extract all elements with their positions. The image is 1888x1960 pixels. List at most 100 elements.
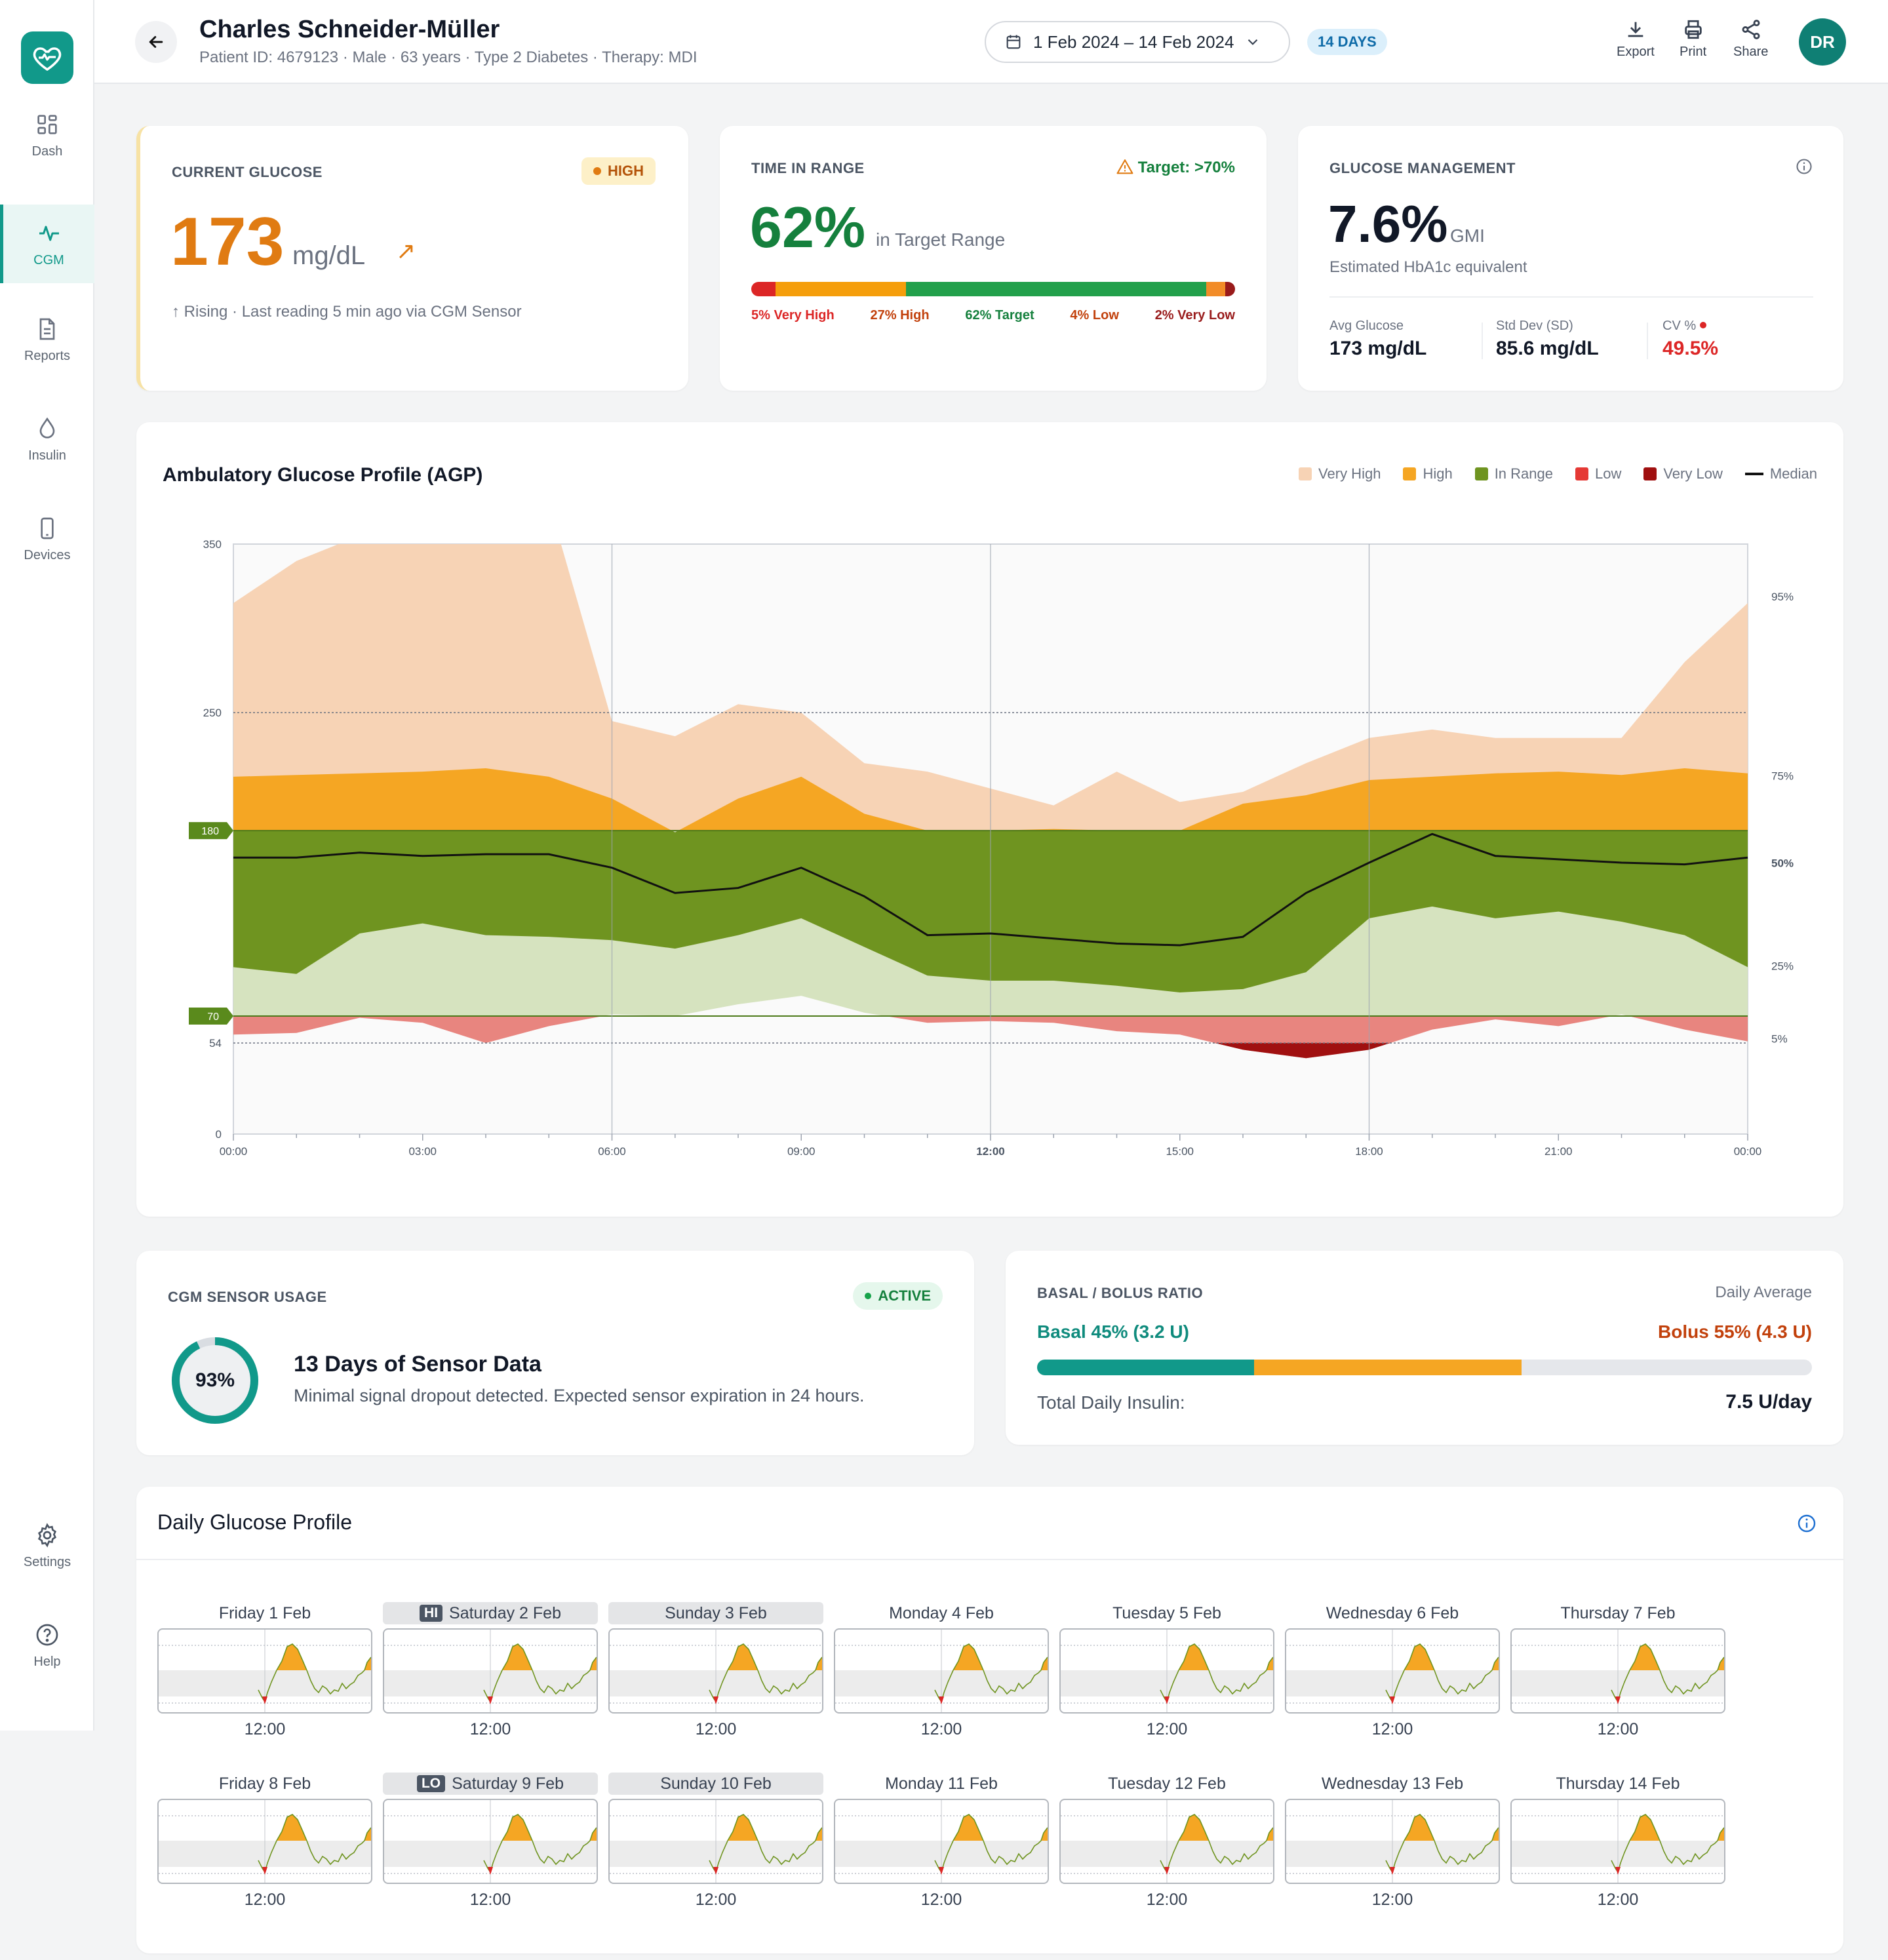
back-button[interactable] xyxy=(135,21,177,63)
std-dev-stat: Std Dev (SD) 85.6 mg/dL xyxy=(1496,319,1599,360)
info-icon[interactable] xyxy=(1795,157,1813,176)
high-peak xyxy=(277,1644,307,1670)
agp-legend-item: Median xyxy=(1744,465,1817,482)
day-time-label: 12:00 xyxy=(1597,1891,1639,1909)
day-time-label: 12:00 xyxy=(695,1720,737,1738)
day-time-label: 12:00 xyxy=(244,1891,286,1909)
legend-label: High xyxy=(1423,465,1453,482)
day-tile[interactable]: Monday 4 Feb 12:00 xyxy=(834,1602,1049,1739)
day-label: Sunday 10 Feb xyxy=(608,1773,823,1795)
sensor-label: CGM SENSOR USAGE xyxy=(168,1289,327,1305)
divider xyxy=(1647,323,1648,359)
day-sparkline xyxy=(610,1800,822,1883)
print-button[interactable]: Print xyxy=(1680,18,1706,60)
day-tile[interactable]: Sunday 3 Feb 12:00 xyxy=(608,1602,823,1739)
sensor-usage-ring xyxy=(172,1337,258,1424)
day-tile[interactable]: Monday 11 Feb 12:00 xyxy=(834,1773,1049,1910)
tir-sub: in Target Range xyxy=(876,229,1006,250)
glucose-trace xyxy=(934,1643,1048,1703)
app-logo[interactable] xyxy=(21,31,73,84)
info-icon[interactable] xyxy=(1796,1513,1817,1534)
help-icon xyxy=(36,1624,58,1645)
median-line xyxy=(233,833,1748,947)
legend-label: In Range xyxy=(1494,465,1553,482)
day-label: Wednesday 13 Feb xyxy=(1285,1773,1500,1795)
day-tag-badge: HI xyxy=(420,1605,443,1622)
share-icon xyxy=(1742,20,1760,39)
day-tile[interactable]: Tuesday 12 Feb 12:00 xyxy=(1059,1773,1274,1910)
low-dip xyxy=(1615,1867,1621,1875)
nav-cgm[interactable]: CGM xyxy=(0,205,94,283)
day-mini-chart xyxy=(1510,1628,1725,1714)
warning-icon xyxy=(1116,159,1133,174)
day-sparkline xyxy=(384,1630,597,1712)
percentile-label: 25% xyxy=(1771,960,1794,972)
day-tile[interactable]: Thursday 14 Feb 12:00 xyxy=(1510,1773,1725,1910)
day-tile[interactable]: Sunday 10 Feb 12:00 xyxy=(608,1773,823,1910)
day-label-text: Sunday 10 Feb xyxy=(660,1774,772,1793)
day-tile[interactable]: HI Saturday 2 Feb 12:00 xyxy=(383,1602,598,1739)
very-low-band xyxy=(485,1043,1390,1059)
day-tile[interactable]: Thursday 7 Feb 12:00 xyxy=(1510,1602,1725,1739)
tir-segment-low xyxy=(1206,282,1226,296)
gmi-label: GLUCOSE MANAGEMENT xyxy=(1329,160,1516,176)
nav-reports[interactable]: Reports xyxy=(0,300,94,379)
day-label-text: Monday 4 Feb xyxy=(889,1603,994,1622)
daily-profile-card: Daily Glucose Profile Friday 1 Feb 12:00 H… xyxy=(136,1487,1843,1953)
low-dip xyxy=(1390,1696,1395,1704)
day-sparkline xyxy=(1512,1630,1724,1712)
day-sparkline xyxy=(1286,1630,1499,1712)
day-time-label: 12:00 xyxy=(920,1891,962,1909)
day-tile[interactable]: Friday 1 Feb 12:00 xyxy=(157,1602,372,1739)
glucose-trace xyxy=(709,1643,822,1703)
tir-value: 62% xyxy=(750,195,866,260)
day-label: Monday 4 Feb xyxy=(834,1602,1049,1624)
user-avatar[interactable]: DR xyxy=(1799,18,1846,66)
x-tick-label: 21:00 xyxy=(1544,1145,1573,1158)
heart-pulse-icon xyxy=(33,47,62,71)
day-time-label: 12:00 xyxy=(920,1720,962,1738)
legend-label: Median xyxy=(1769,465,1817,482)
high-peak xyxy=(728,1814,758,1841)
high-peak xyxy=(277,1814,307,1841)
bolus-value: Bolus 55% (4.3 U) xyxy=(1658,1322,1812,1342)
date-range-picker[interactable]: 1 Feb 2024 – 14 Feb 2024 xyxy=(985,21,1290,63)
day-tile[interactable]: Friday 8 Feb 12:00 xyxy=(157,1773,372,1910)
day-sparkline xyxy=(159,1800,371,1883)
day-tile[interactable]: LO Saturday 9 Feb 12:00 xyxy=(383,1773,598,1910)
printer-icon xyxy=(1684,20,1702,39)
nav-devices[interactable]: Devices xyxy=(0,500,94,578)
nav-dash[interactable]: Dash xyxy=(0,96,94,174)
target-flag xyxy=(189,822,233,840)
share-button[interactable]: Share xyxy=(1733,18,1768,60)
low-dip xyxy=(713,1696,718,1704)
sidebar: Dash CGM Reports Insulin Devices Setting… xyxy=(0,0,94,1731)
basal-period: Daily Average xyxy=(1715,1284,1812,1301)
tir-legend: 5% Very High 27% High 62% Target 4% Low 2% V… xyxy=(751,308,1235,323)
sensor-status-badge: ACTIVE xyxy=(853,1282,943,1310)
glucose-trace xyxy=(258,1643,371,1703)
nav-dash-label: Dash xyxy=(31,144,63,159)
day-tile[interactable]: Tuesday 5 Feb 12:00 xyxy=(1059,1602,1274,1739)
agp-legend-item: Very Low xyxy=(1643,465,1723,482)
day-tile[interactable]: Wednesday 13 Feb 12:00 xyxy=(1285,1773,1500,1910)
day-label-text: Sunday 3 Feb xyxy=(665,1603,767,1622)
glucose-management-card: GLUCOSE MANAGEMENT 7.6% GMI Estimated Hb… xyxy=(1298,126,1843,391)
time-in-range-card: TIME IN RANGE Target: >70% 62% in Target… xyxy=(720,126,1267,391)
agp-legend-item: Very High xyxy=(1299,465,1381,482)
low-dip xyxy=(1390,1867,1395,1875)
y-tick-label: 70 xyxy=(207,1011,219,1023)
day-tile[interactable]: Wednesday 6 Feb 12:00 xyxy=(1285,1602,1500,1739)
nav-help[interactable]: Help xyxy=(0,1606,94,1685)
day-label: HI Saturday 2 Feb xyxy=(383,1602,598,1624)
day-time-label: 12:00 xyxy=(1146,1891,1188,1909)
nav-insulin-label: Insulin xyxy=(28,448,66,463)
nav-insulin[interactable]: Insulin xyxy=(0,400,94,479)
export-button[interactable]: Export xyxy=(1617,18,1655,60)
day-mini-chart xyxy=(834,1628,1049,1714)
gmi-tag: GMI xyxy=(1450,225,1485,246)
total-insulin-value: 7.5 U/day xyxy=(1725,1391,1812,1413)
cv-stat: CV % 49.5% xyxy=(1662,319,1718,360)
agp-legend-item: Low xyxy=(1575,465,1621,482)
nav-settings[interactable]: Settings xyxy=(0,1506,94,1585)
